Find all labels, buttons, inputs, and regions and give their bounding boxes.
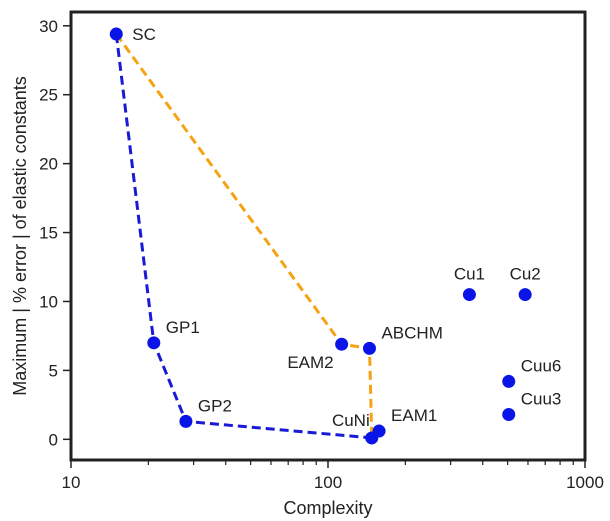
front-lines [114,33,381,440]
point-label-cuu3: Cuu3 [521,390,562,409]
point-label-cu1: Cu1 [454,265,485,284]
data-point-eam1 [372,424,386,438]
plot-frame [69,10,587,462]
x-axis-label: Complexity [283,498,372,518]
point-label-cuu6: Cuu6 [521,356,562,375]
data-point-gp1 [147,336,161,350]
y-tick-label: 20 [39,155,58,174]
data-point-gp2 [179,414,193,428]
point-label-eam1: EAM1 [391,406,437,425]
point-label-gp1: GP1 [166,318,200,337]
front-line-0 [114,33,381,440]
y-tick-label: 25 [39,86,58,105]
y-axis-label: Maximum | % error | of elastic constants [10,76,30,395]
y-tick-label: 30 [39,17,58,36]
data-points [109,27,532,445]
point-label-cu2: Cu2 [510,265,541,284]
y-tick-label: 0 [49,430,58,449]
point-labels: SC GP1 GP2 EAM2 ABCHM CuNi EAM1 Cu1 Cu2 Cuu6 Cuu3 [132,25,561,430]
y-tick-label: 15 [39,224,58,243]
data-point-cuu6 [502,374,516,388]
data-point-eam2 [335,337,349,351]
data-point-cu1 [462,288,476,302]
axis-ticks: 10 100 1000 0 5 10 15 20 25 30 [39,17,604,492]
point-label-abchm: ABCHM [381,323,442,342]
x-tick-label: 1000 [566,473,604,492]
x-tick-label: 10 [62,473,81,492]
front-line-1 [115,33,374,438]
point-label-eam2: EAM2 [287,353,333,372]
data-point-abchm [362,341,376,355]
data-point-cuu3 [502,408,516,422]
y-tick-label: 5 [49,361,58,380]
point-label-sc: SC [132,25,156,44]
y-tick-label: 10 [39,292,58,311]
point-label-gp2: GP2 [198,396,232,415]
x-tick-label: 100 [314,473,342,492]
data-point-cu2 [518,288,532,302]
point-label-cuni: CuNi [332,411,370,430]
data-point-sc [109,27,123,41]
